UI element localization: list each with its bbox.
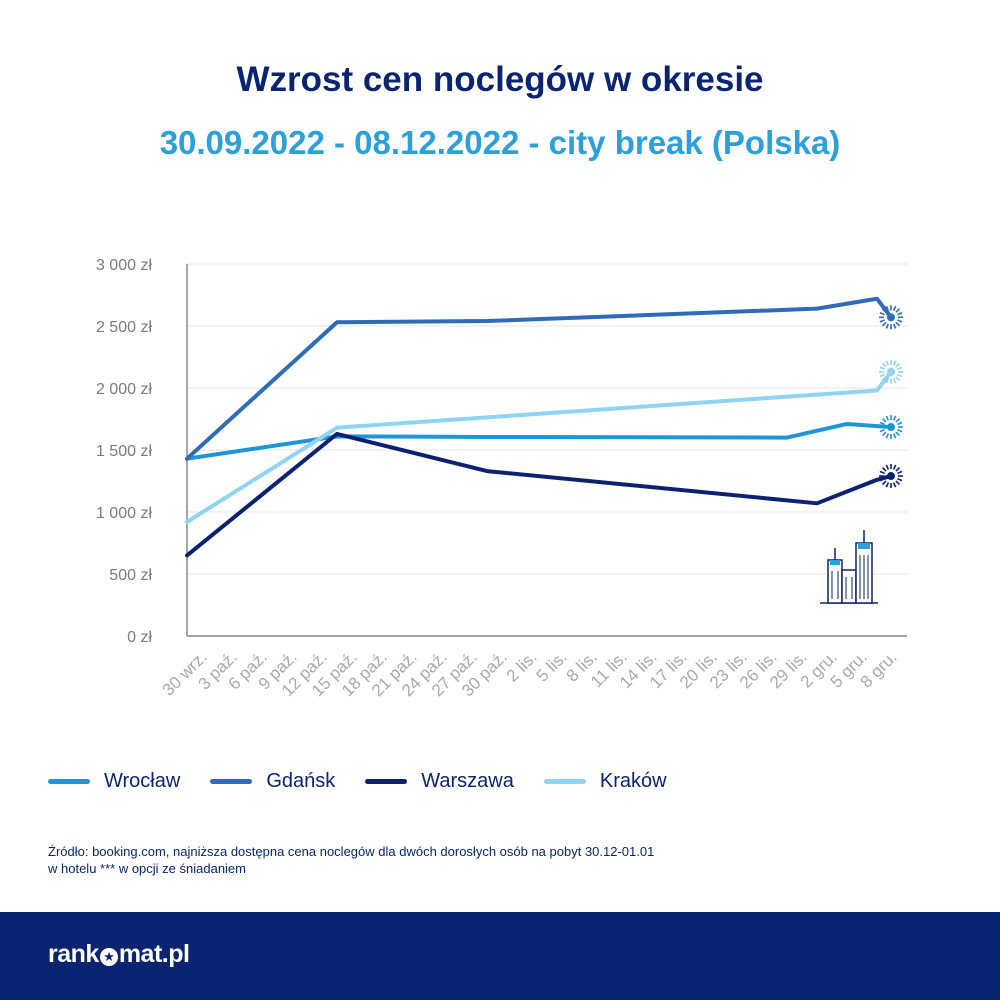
legend-swatch [210, 779, 253, 784]
legend-label: Wrocław [104, 770, 181, 792]
y-tick-label: 0 zł [127, 629, 152, 646]
legend-label: Warszawa [421, 770, 514, 792]
series-line-3 [185, 369, 893, 524]
x-tick-label: 5 lis. [533, 647, 571, 685]
chart-legend: Wrocław Gdańsk Warszawa Kraków [48, 770, 697, 793]
series-line-2 [185, 431, 893, 558]
marker-layer [879, 305, 903, 489]
series-layer [185, 296, 893, 558]
legend-swatch [48, 779, 90, 784]
city-buildings-icon [820, 530, 878, 604]
x-tick-label: 2 lis. [503, 647, 541, 685]
axis-layer: 0 zł 500 zł 1 000 zł 1 500 zł 2 000 zł 2 500 … [96, 257, 907, 700]
series-end-marker [879, 305, 903, 330]
brand-logo-right: mat.pl [118, 940, 190, 968]
source-note: Źródło: booking.com, najniższa dostępna … [48, 843, 948, 877]
star-icon: ★ [99, 948, 118, 966]
series-line-1 [185, 296, 893, 461]
footer-bar: rank ★ mat.pl [0, 912, 1000, 1000]
series-end-marker [879, 464, 903, 489]
series-line-0 [185, 421, 893, 461]
legend-label: Gdańsk [266, 770, 336, 792]
legend-item-krakow: Kraków [543, 770, 667, 793]
source-line-2: w hotelu *** w opcji ze śniadaniem [48, 861, 246, 876]
legend-swatch [543, 779, 586, 784]
grid-layer [187, 263, 907, 575]
series-end-marker [879, 415, 903, 440]
line-chart: 0 zł 500 zł 1 000 zł 1 500 zł 2 000 zł 2 500 … [96, 257, 907, 700]
y-tick-label: 1 500 zł [96, 443, 152, 460]
y-tick-label: 500 zł [109, 567, 152, 584]
chart-title: Wzrost cen noclegów w okresie [236, 60, 764, 99]
legend-item-gdansk: Gdańsk [210, 770, 335, 793]
legend-label: Kraków [599, 770, 667, 792]
y-tick-label: 3 000 zł [96, 257, 152, 274]
y-tick-label: 2 500 zł [96, 319, 152, 336]
legend-item-warszawa: Warszawa [365, 770, 514, 793]
brand-logo[interactable]: rank ★ mat.pl [48, 940, 190, 969]
source-line-1: Źródło: booking.com, najniższa dostępna … [48, 844, 655, 859]
legend-item-wroclaw: Wrocław [48, 770, 180, 793]
chart-subtitle: 30.09.2022 - 08.12.2022 - city break (Po… [159, 124, 841, 161]
y-tick-label: 2 000 zł [96, 381, 152, 398]
series-end-marker [879, 359, 903, 384]
legend-swatch [365, 779, 408, 784]
y-tick-label: 1 000 zł [96, 505, 152, 522]
brand-logo-left: rank [48, 940, 99, 968]
